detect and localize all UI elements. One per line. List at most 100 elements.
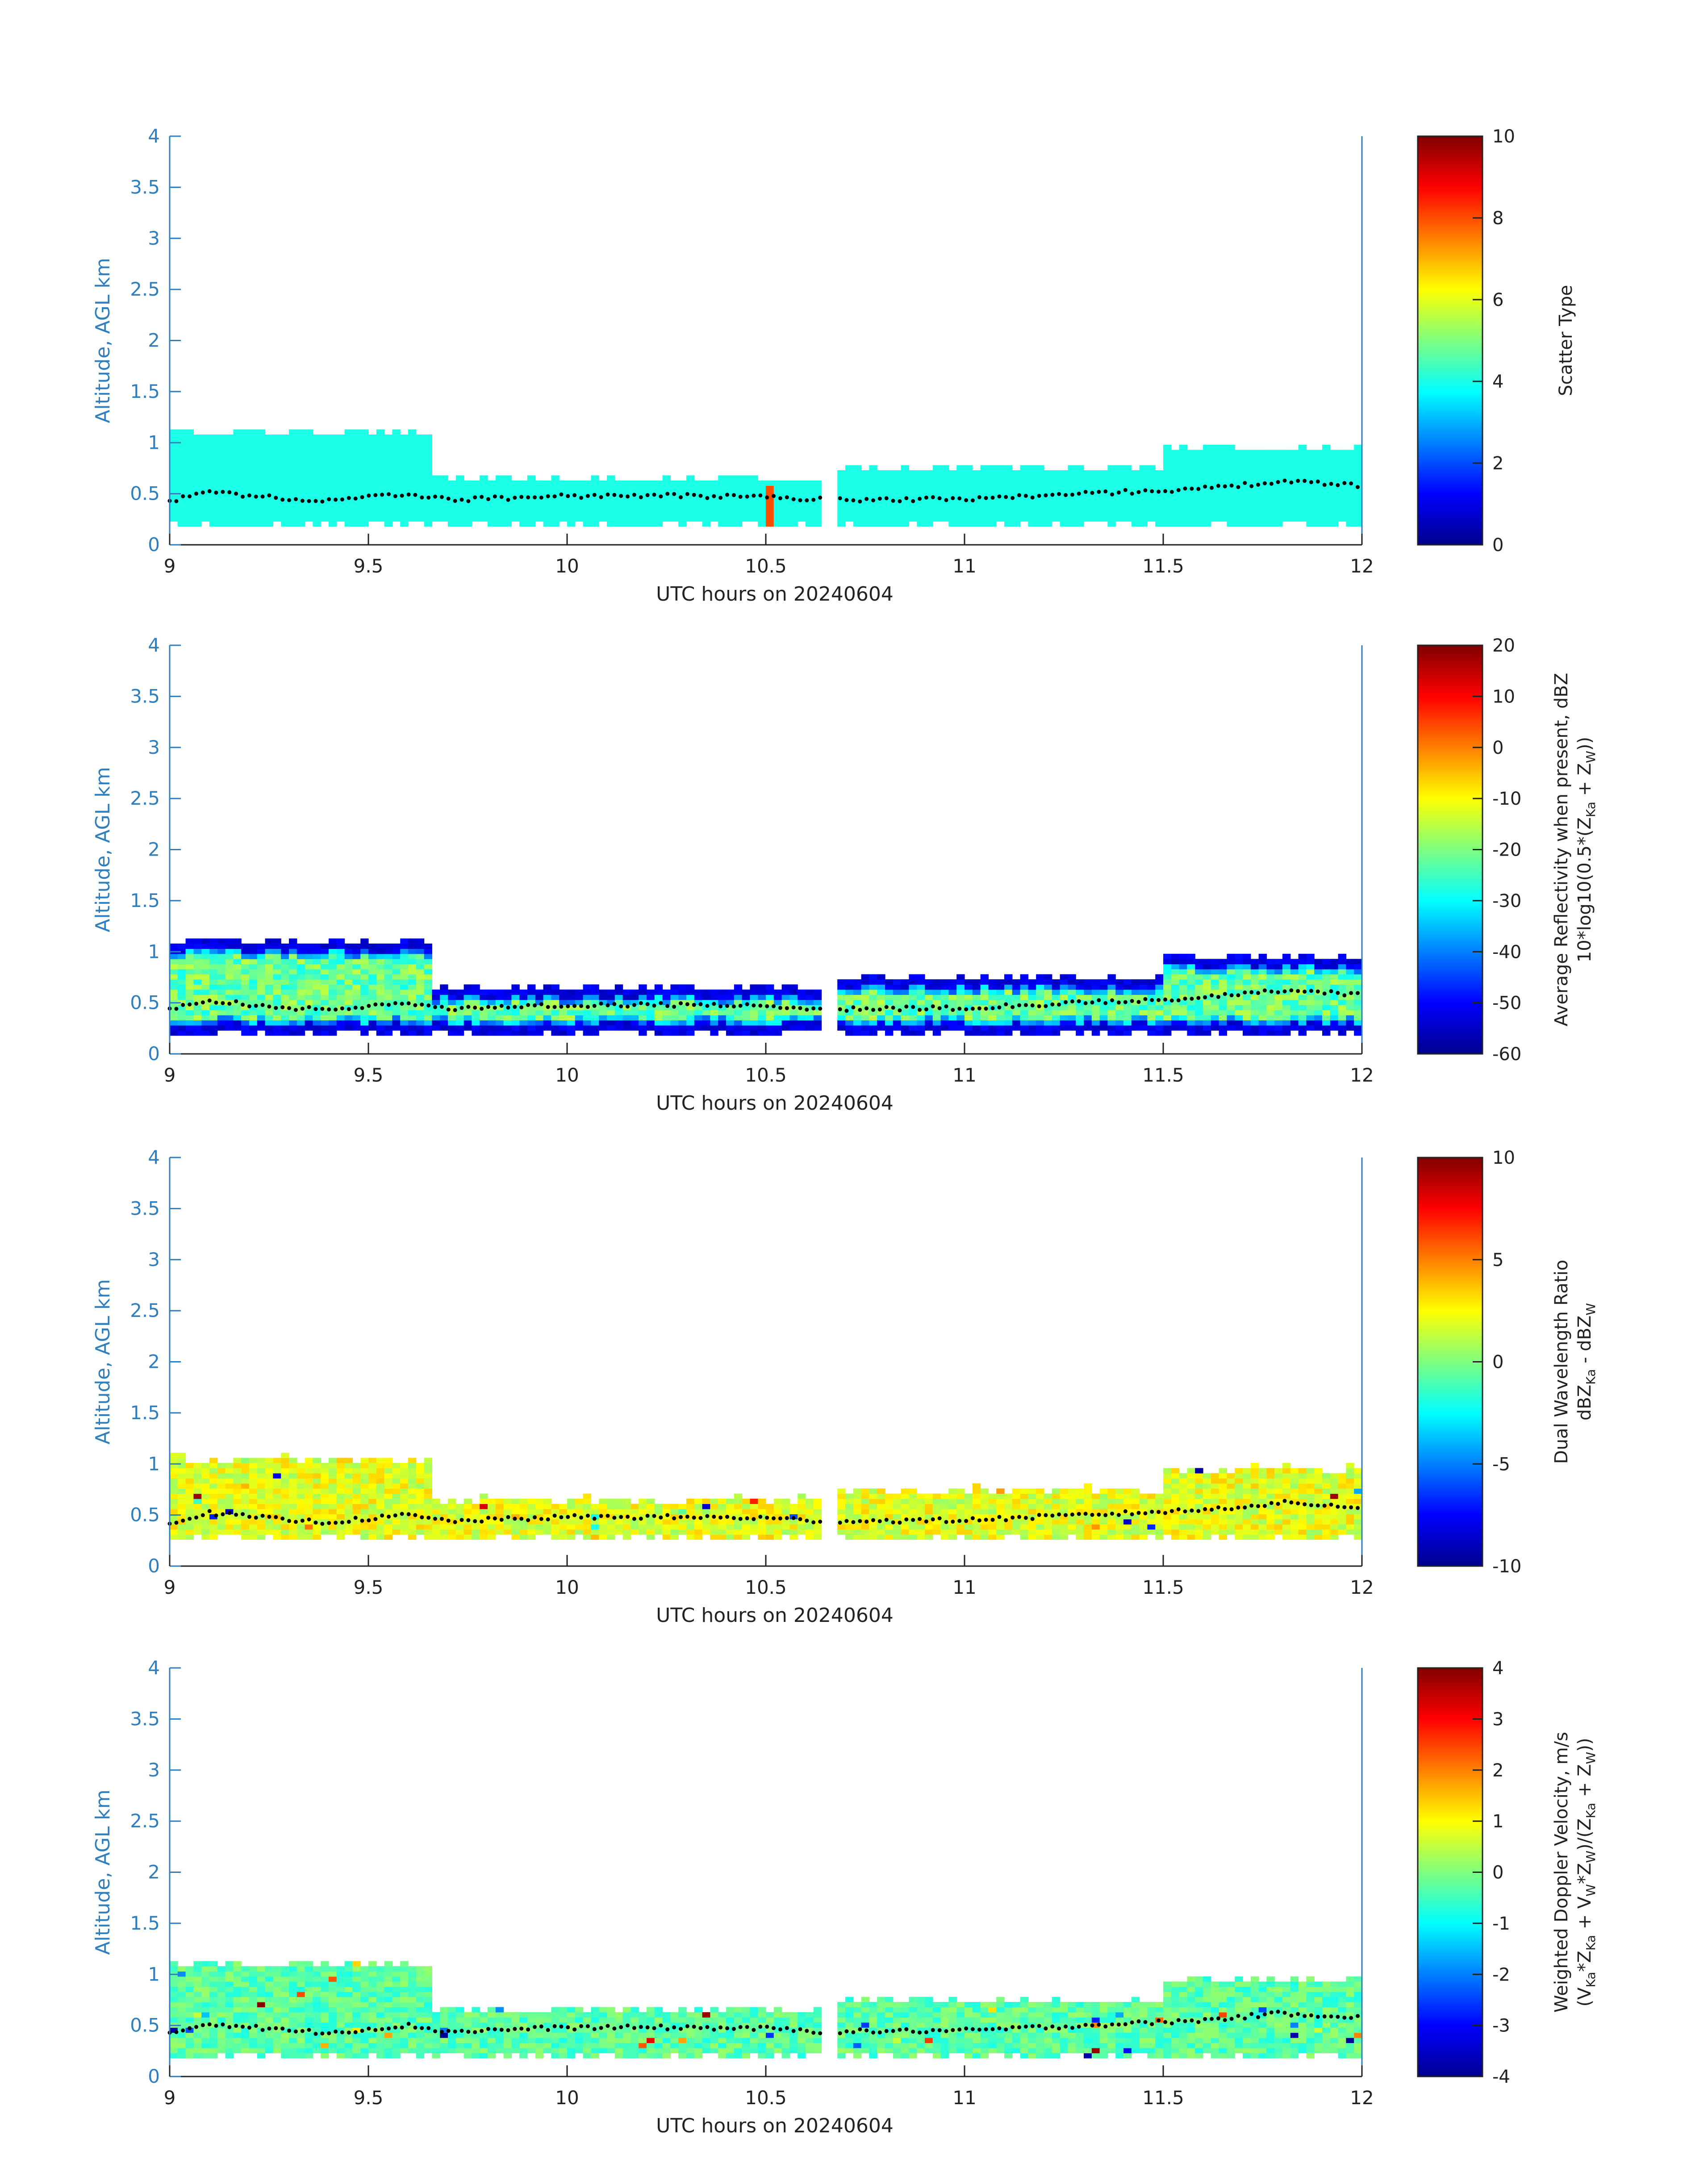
heatmap-cell <box>249 1473 258 1479</box>
heatmap-cell <box>614 999 623 1005</box>
dot-point <box>738 494 743 499</box>
heatmap-cell <box>1306 470 1315 476</box>
dot-point <box>1116 490 1121 495</box>
heatmap-cell <box>1163 1020 1172 1026</box>
heatmap-cell <box>416 455 425 460</box>
heatmap-cell <box>480 1020 488 1026</box>
heatmap-cell <box>281 435 289 440</box>
heatmap-cell <box>408 1010 417 1015</box>
dot-point <box>499 495 504 499</box>
heatmap-cell <box>662 1015 671 1021</box>
heatmap-cell <box>384 979 393 985</box>
heatmap-cell <box>177 521 186 527</box>
dot-point <box>453 1008 457 1012</box>
heatmap-cell <box>376 480 385 486</box>
heatmap-cell <box>1203 984 1211 990</box>
heatmap-cell <box>1258 1025 1267 1031</box>
heatmap-cell <box>170 1010 178 1015</box>
dot-point <box>439 1005 444 1009</box>
heatmap-cell <box>670 1519 679 1525</box>
heatmap-cell <box>170 1524 178 1530</box>
heatmap-cell <box>440 999 448 1005</box>
heatmap-cell <box>1115 984 1124 990</box>
heatmap-cell <box>1314 516 1323 522</box>
heatmap-cell <box>376 1458 385 1463</box>
heatmap-cell <box>321 455 329 460</box>
heatmap-cell <box>480 501 488 506</box>
heatmap-cell <box>789 1015 798 1021</box>
dot-point <box>805 1007 809 1012</box>
heatmap-cell <box>170 1493 178 1499</box>
heatmap-cell <box>249 1463 258 1468</box>
heatmap-cell <box>177 989 186 995</box>
heatmap-cell <box>241 444 250 450</box>
heatmap-cell <box>416 435 425 440</box>
heatmap-cell <box>654 1529 663 1535</box>
heatmap-cell <box>1338 516 1346 522</box>
heatmap-cell <box>265 501 273 506</box>
heatmap-cell <box>631 1010 639 1015</box>
heatmap-cell <box>901 490 909 496</box>
heatmap-cell <box>1227 1025 1235 1031</box>
heatmap-cell <box>853 465 862 471</box>
heatmap-cell <box>1020 989 1028 995</box>
heatmap-cell <box>1243 465 1251 471</box>
heatmap-cell <box>1219 984 1227 990</box>
heatmap-cell <box>551 501 560 506</box>
heatmap-cell <box>201 1499 210 1504</box>
heatmap-cell <box>440 1524 448 1530</box>
heatmap-cell <box>225 994 234 1000</box>
heatmap-cell <box>1171 989 1180 995</box>
dot-point <box>420 1003 424 1007</box>
dot-point <box>731 1004 736 1009</box>
heatmap-cell <box>622 1534 631 1540</box>
heatmap-cell <box>416 938 425 944</box>
heatmap-cell <box>901 516 909 522</box>
heatmap-cell <box>193 480 202 486</box>
dot-point <box>951 496 955 500</box>
heatmap-cell <box>773 1030 782 1036</box>
heatmap-cell <box>273 460 281 466</box>
heatmap-cell <box>694 989 703 995</box>
heatmap-cell <box>1052 994 1061 1000</box>
dot-point <box>1229 993 1234 998</box>
heatmap-cell <box>1354 455 1362 460</box>
heatmap-cell <box>329 953 337 959</box>
y-axis-label: Altitude, AGL km <box>92 767 114 932</box>
heatmap-cell <box>384 1483 393 1489</box>
dot-point <box>287 498 291 502</box>
heatmap-cell <box>249 1508 258 1514</box>
heatmap-cell <box>1266 1020 1275 1026</box>
heatmap-cell <box>368 460 377 466</box>
heatmap-cell <box>185 521 194 527</box>
heatmap-cell <box>329 1473 337 1479</box>
heatmap-cell <box>1084 470 1092 476</box>
heatmap-cell <box>607 1524 615 1530</box>
heatmap-cell <box>344 480 353 486</box>
heatmap-cell <box>535 1010 544 1015</box>
dot-point <box>725 493 729 497</box>
heatmap-cell <box>289 979 297 985</box>
heatmap-cell <box>551 1010 560 1015</box>
heatmap-cell <box>670 984 679 990</box>
heatmap-cell <box>1060 496 1068 501</box>
heatmap-cell <box>321 435 329 440</box>
heatmap-cell <box>758 1015 766 1021</box>
heatmap-cell <box>313 989 321 995</box>
dot-point <box>1064 1000 1068 1004</box>
heatmap-cell <box>455 1508 464 1514</box>
heatmap-cell <box>416 1519 425 1525</box>
heatmap-cell <box>1012 994 1021 1000</box>
heatmap-cell <box>368 439 377 445</box>
heatmap-cell <box>281 1030 289 1036</box>
heatmap-cell <box>932 1030 941 1036</box>
heatmap-cell <box>209 1508 218 1514</box>
heatmap-cell <box>296 511 305 517</box>
heatmap-cell <box>1179 964 1187 969</box>
heatmap-cell <box>265 938 273 944</box>
heatmap-cell <box>488 999 496 1005</box>
heatmap-cell <box>464 1529 472 1535</box>
heatmap-cell <box>1155 511 1164 517</box>
heatmap-cell <box>313 949 321 954</box>
